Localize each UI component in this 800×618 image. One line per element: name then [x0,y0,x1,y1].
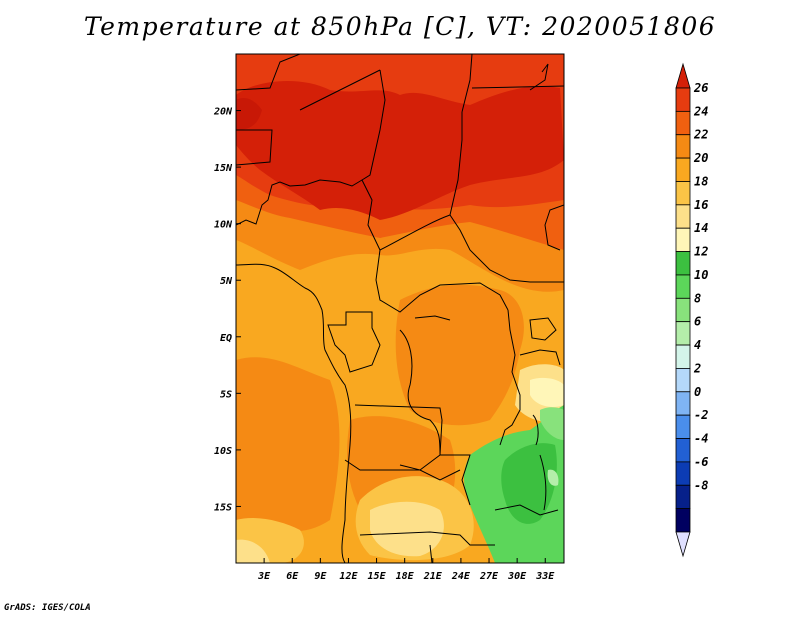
colorbar-label: 14 [694,221,708,235]
colorbar-swatch [675,391,691,416]
colorbar-bottom-arrow [675,531,691,558]
lat-tick-label: 5N [220,276,233,287]
colorbar-swatch [675,321,691,346]
colorbar-swatch [675,274,691,299]
lon-tick-label: 21E [423,571,443,582]
colorbar-label: 10 [694,268,708,282]
lon-tick-label: 30E [507,571,527,582]
lat-tick-label: 5S [220,389,232,400]
latitude-axis: 20N 15N 10N 5N EQ 5S 10S 15S [213,107,241,513]
colorbar-label: -4 [694,432,708,446]
colorbar-label: 2 [693,361,701,375]
colorbar-swatch [675,368,691,393]
lon-tick-label: 18E [396,571,415,582]
lon-tick-label: 15E [368,571,387,582]
colorbar-label: 6 [694,315,701,329]
colorbar-label: -2 [694,408,708,422]
colorbar-swatch [675,461,691,486]
lon-tick-label: 3E [257,571,271,582]
colorbar-swatch [675,87,691,112]
colorbar-label: 26 [693,81,708,95]
grads-credit: GrADS: IGES/COLA [4,603,91,613]
lon-tick-label: 12E [339,571,358,582]
colorbar-swatch [675,344,691,369]
colorbar-swatch [675,134,691,159]
colorbar-swatch [675,204,691,229]
colorbar-label: 16 [694,198,708,212]
colorbar-swatch [675,251,691,276]
chart-title: Temperature at 850hPa [C], VT: 202005180… [83,12,717,41]
colorbar-swatch [675,157,691,182]
colorbar-swatch [675,508,691,533]
colorbar-label: 4 [694,338,701,352]
colorbar-swatch [675,414,691,439]
colorbar-label: 0 [694,385,701,399]
temperature-field [236,54,564,563]
lon-tick-label: 6E [286,571,299,582]
colorbar-swatch [675,110,691,136]
colorbar-label: 20 [693,151,708,165]
colorbar-label: 8 [694,291,701,305]
colorbar-top-arrow [675,62,691,89]
lon-tick-label: 9E [314,571,327,582]
colorbar-label: 18 [694,174,708,188]
lat-tick-label: 15N [214,163,233,174]
country-boundaries [236,54,564,563]
colorbar-swatch [675,438,691,463]
colorbar-swatch [675,297,691,323]
colorbar-label: 12 [694,245,708,259]
colorbar-swatch [675,484,691,510]
colorbar-label: 24 [693,104,708,118]
colorbar-swatch [675,227,691,252]
lat-tick-label: 10N [214,220,233,231]
lat-tick-label: 15S [214,502,232,513]
lat-tick-label: EQ [220,333,232,344]
lon-tick-label: 33E [535,571,555,582]
map-frame [235,53,565,564]
lon-tick-label: 27E [479,571,499,582]
lat-tick-label: 20N [213,107,233,118]
colorbar-label: -8 [694,478,708,492]
colorbar-label: 22 [693,128,708,142]
colorbar-label: -6 [694,455,708,469]
lon-tick-label: 24E [451,571,471,582]
colorbar-swatch [675,181,691,206]
longitude-axis: 3E 6E 9E 12E 15E 18E 21E 24E 27E 30E 33E [257,558,555,582]
lat-tick-label: 10S [214,446,232,457]
